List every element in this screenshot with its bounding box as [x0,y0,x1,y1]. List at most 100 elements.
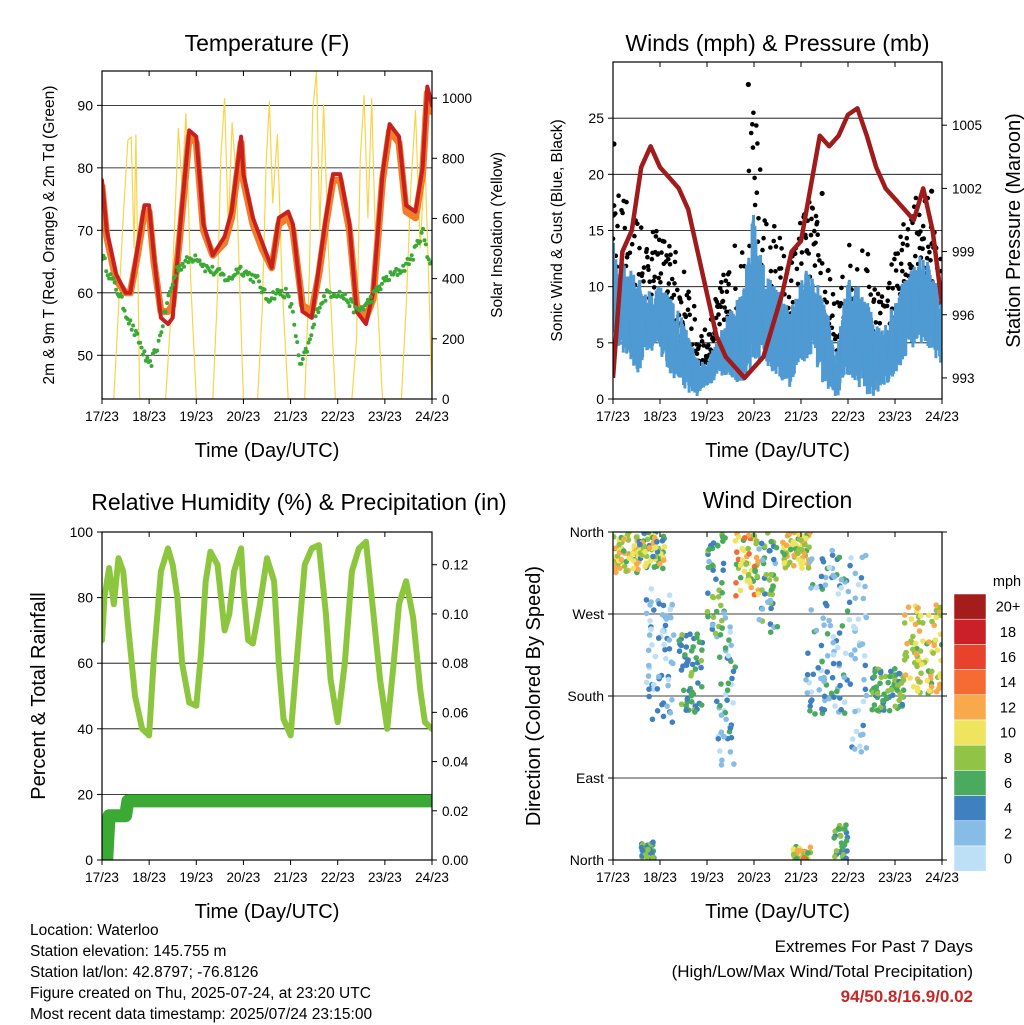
direction-point [643,679,650,686]
direction-point [643,854,650,860]
plot-area-1 [102,71,432,399]
gust-point [714,299,720,305]
gust-point [860,248,865,253]
direction-point [839,845,846,851]
gust-point [812,263,818,268]
extremes-title: Extremes For Past 7 Days [774,937,973,956]
dewpoint-point [322,294,326,299]
gust-point [929,188,935,194]
direction-point [718,712,725,718]
direction-point [660,565,666,572]
direction-point [845,588,852,595]
direction-point [656,601,662,607]
dewpoint-point [238,264,243,269]
gust-point [816,253,821,258]
direction-point [725,653,732,659]
direction-point [857,743,863,749]
direction-point [815,665,821,671]
direction-point [768,605,774,612]
gust-point [615,223,620,229]
plot-area-2 [613,81,942,396]
direction-point [903,649,909,656]
direction-point [642,563,648,570]
dewpoint-point [418,239,423,244]
dewpoint-point [300,357,305,361]
dewpoint-point [421,226,425,231]
gust-point [898,234,903,240]
direction-point [713,576,719,582]
gust-point [751,110,756,116]
direction-point [651,607,657,613]
direction-point [799,565,805,571]
gust-point [824,300,830,305]
gust-point [889,262,894,267]
direction-point [833,848,840,854]
direction-point [916,628,923,634]
direction-point [937,631,942,638]
chart-title-4: Wind Direction [703,487,853,513]
direction-point [652,544,659,551]
gust-point [781,253,787,259]
gust-point [624,199,629,205]
dewpoint-point [293,334,298,339]
colorbar-swatch [953,618,987,645]
dewpoint-point [163,309,168,314]
gust-point [887,280,892,286]
gust-point [681,269,687,275]
direction-point [647,557,654,564]
direction-point [683,707,689,713]
direction-point [859,641,866,647]
gust-point [654,228,659,234]
gust-point [917,212,922,218]
direction-point [838,585,844,591]
dewpoint-point [122,308,127,313]
gust-point [813,213,819,219]
gust-point [885,285,891,291]
direction-point [805,650,811,656]
gust-point [748,130,754,136]
direction-point [735,534,742,540]
gust-point [764,221,769,227]
dewpoint-point [166,293,171,298]
x-tick-label: 19/23 [690,870,724,885]
direction-point [714,698,720,705]
direction-point [852,708,858,715]
y-right-tick-label: 999 [952,245,975,260]
direction-point [698,657,705,664]
direction-point [928,683,935,690]
dewpoint-point [248,277,253,282]
dewpoint-point [384,274,389,279]
gust-point [871,297,877,302]
direction-point [763,571,770,578]
direction-point [863,745,870,751]
direction-point [929,668,935,675]
gust-point [641,279,646,284]
direction-point [717,702,723,709]
x-axis-label: Time (Day/UTC) [705,440,850,462]
direction-point [874,690,881,697]
dewpoint-point [102,256,107,261]
gust-point [750,145,756,150]
direction-point [680,687,687,694]
direction-point [645,846,651,853]
direction-point [727,624,733,630]
gust-point [926,244,931,250]
direction-point [919,661,925,668]
colorbar-label: 20+ [996,600,1021,616]
plot-frame [101,531,433,861]
direction-point [791,541,798,547]
gust-point [756,216,761,221]
dewpoint-point [156,338,161,343]
direction-point [819,706,825,712]
gust-point [613,211,618,216]
dewpoint-point [419,230,424,235]
gust-point [666,256,671,262]
gust-point [819,190,825,197]
colorbar-swatch [953,644,987,670]
gust-point [899,247,905,253]
direction-point [643,597,650,603]
direction-point [821,693,828,700]
dewpoint-point [283,286,288,291]
gust-point [773,269,778,274]
direction-point [644,536,651,543]
